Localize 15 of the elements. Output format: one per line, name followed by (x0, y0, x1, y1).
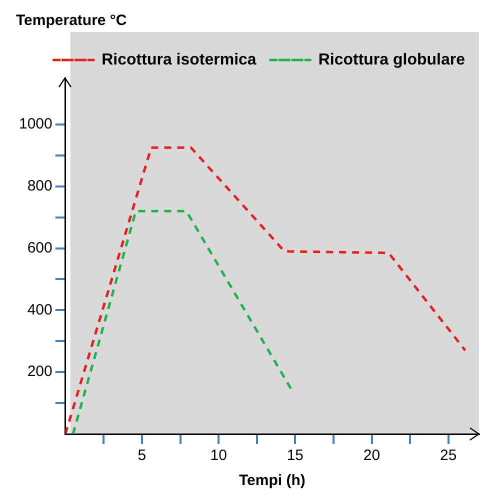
legend-label: Ricottura globulare (318, 51, 466, 68)
y-tick-label: 600 (27, 239, 52, 256)
y-tick-label: 200 (27, 363, 52, 380)
line-series (65, 146, 466, 434)
x-tick-label: 10 (210, 447, 227, 464)
x-tick-label: 5 (138, 447, 146, 464)
legend-label: Ricottura isotermica (102, 51, 256, 68)
x-axis-title: Tempi (h) (238, 472, 306, 490)
y-tick-label: 1000 (18, 116, 52, 133)
y-axis-title: Temperature °C (16, 12, 127, 30)
y-tick-label: 800 (27, 177, 52, 194)
x-tick-label: 25 (440, 447, 457, 464)
y-tick-label: 400 (27, 301, 52, 318)
x-tick-label: 15 (286, 447, 304, 464)
x-tick-label: 20 (363, 447, 380, 464)
